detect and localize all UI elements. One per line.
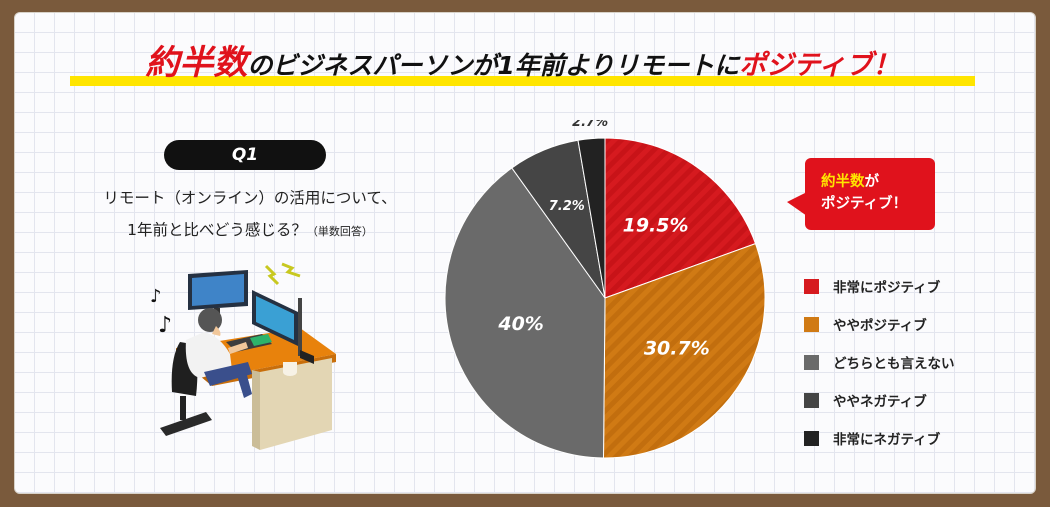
legend-item-very-positive: 非常にポジティブ (804, 267, 955, 305)
pie-slice-neutral (444, 167, 606, 459)
pie-data-labels: 19.5% 30.7% 40% 7.2% 2.7% (497, 120, 709, 359)
pie-slices (444, 137, 766, 459)
legend-label: ややポジティブ (833, 318, 927, 334)
legend-item-somewhat-negative: ややネガティブ (804, 381, 955, 419)
legend-swatch (804, 278, 819, 294)
legend-label: どちらとも言えない (833, 356, 955, 372)
callout-tail (787, 192, 807, 216)
headline: 約半数のビジネスパーソンが1年前よりリモートにポジティブ！ (70, 40, 975, 86)
data-label-very-negative: 2.7% (572, 120, 608, 130)
question-note: （単数回答） (306, 225, 373, 238)
question-text: リモート（オンライン）の活用について、 1年前と比べどう感じる？（単数回答） (60, 182, 440, 248)
pie-slice-very-negative (577, 137, 606, 299)
data-label-very-positive: 19.5% (623, 214, 689, 236)
headline-emphasis: ポジティブ！ (739, 50, 900, 81)
callout-line-1-rest: が (864, 174, 880, 190)
callout-highlight: 約半数 (821, 174, 865, 190)
chart-legend: 非常にポジティブ ややポジティブどちらとも言えない ややネガティブ 非常にネガティブ (804, 267, 955, 457)
headline-underline (70, 76, 975, 86)
legend-item-neutral: どちらとも言えない (804, 343, 955, 381)
callout-line-2: ポジティブ！ (821, 196, 908, 212)
svg-text:♪: ♪ (158, 313, 172, 338)
question-badge: Q1 (164, 140, 326, 170)
svg-text:♪: ♪ (150, 286, 162, 307)
legend-swatch (804, 430, 819, 446)
headline-text: 約半数のビジネスパーソンが1年前よりリモートにポジティブ！ (70, 40, 975, 92)
legend-label: ややネガティブ (833, 394, 927, 410)
question-line-2-text: 1年前と比べどう感じる？ (127, 221, 307, 239)
data-label-somewhat-negative: 7.2% (549, 199, 585, 214)
legend-swatch (804, 354, 819, 370)
question-line-2: 1年前と比べどう感じる？（単数回答） (60, 214, 440, 248)
legend-label: 非常にポジティブ (833, 280, 941, 296)
question-line-1: リモート（オンライン）の活用について、 (103, 189, 397, 207)
headline-body: のビジネスパーソンが1年前よりリモートに (247, 51, 740, 80)
pie-chart: 19.5% 30.7% 40% 7.2% 2.7% (444, 120, 766, 459)
headline-highlight: 約半数 (145, 43, 248, 83)
data-label-somewhat-positive: 30.7% (644, 337, 710, 359)
pie-slice-very-positive (604, 137, 757, 299)
legend-label: 非常にネガティブ (833, 432, 941, 448)
legend-swatch (804, 316, 819, 332)
callout-line-1: 約半数が (821, 171, 935, 193)
legend-item-somewhat-positive: ややポジティブ (804, 305, 955, 343)
question-badge-label: Q1 (231, 145, 259, 165)
remote-worker-illustration: ♪ ♪ (150, 262, 336, 450)
legend-item-very-negative: 非常にネガティブ (804, 419, 955, 457)
pie-slice-somewhat-positive (602, 242, 766, 459)
data-label-neutral: 40% (497, 313, 543, 335)
callout-box: 約半数が ポジティブ！ (805, 158, 935, 230)
legend-swatch (804, 392, 819, 408)
